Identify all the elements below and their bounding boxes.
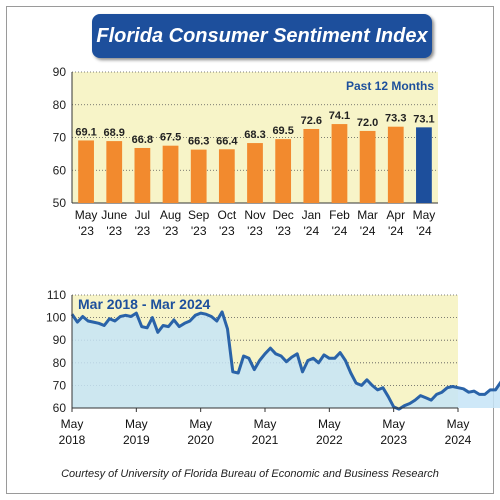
y-tick-label: 80 <box>53 98 67 112</box>
x-tick-label-year: '23 <box>78 224 94 238</box>
bar-value-label: 69.1 <box>75 126 96 138</box>
x-tick-label-month: Aug <box>160 208 181 222</box>
x-tick-label-year: '23 <box>219 224 235 238</box>
x-tick-label-year: 2022 <box>316 433 343 447</box>
x-tick-label-month: Oct <box>218 208 237 222</box>
y-tick-label: 50 <box>53 196 67 210</box>
x-tick-label-month: Apr <box>386 208 405 222</box>
source-credit: Courtesy of University of Florida Bureau… <box>61 468 439 480</box>
x-tick-label-month: Jul <box>135 208 150 222</box>
x-tick-label-month: May <box>382 417 405 431</box>
bar-value-label: 66.3 <box>188 136 209 148</box>
x-tick-label-month: May <box>75 208 98 222</box>
bar-value-label: 66.8 <box>132 134 153 146</box>
bar <box>247 143 263 203</box>
historical-area-chart: 60 70 80 90 100 110 Mar 2018 - Mar 2024 May 2018… <box>46 288 500 447</box>
x-tick-label-month: May <box>189 417 212 431</box>
chart-title: Florida Consumer Sentiment Index <box>96 24 428 47</box>
y-tick-label: 80 <box>53 356 67 370</box>
x-tick-label-month: May <box>318 417 341 431</box>
x-tick-label-year: 2020 <box>187 433 214 447</box>
y-tick-label: 60 <box>53 163 67 177</box>
bar-value-label: 69.5 <box>272 125 293 137</box>
bar <box>106 141 123 203</box>
x-tick-label-year: 2018 <box>59 433 86 447</box>
y-tick-label: 110 <box>47 288 66 302</box>
bar-value-label: 68.3 <box>244 129 265 141</box>
x-tick-label-month: Feb <box>329 208 350 222</box>
bar-value-label: 73.1 <box>413 113 434 125</box>
bar <box>190 149 207 203</box>
y-tick-label: 70 <box>53 378 67 392</box>
x-tick-label-year: '23 <box>135 224 151 238</box>
x-tick-label-year: '24 <box>360 224 376 238</box>
x-tick-label-month: May <box>254 417 277 431</box>
x-tick-label-year: 2019 <box>123 433 150 447</box>
x-tick-label-year: '24 <box>303 224 319 238</box>
x-tick-label-year: '23 <box>191 224 207 238</box>
x-tick-label-year: 2024 <box>445 433 472 447</box>
x-tick-label-month: Sep <box>188 208 210 222</box>
y-tick-label: 90 <box>53 333 67 347</box>
bar-value-label: 68.9 <box>104 127 125 139</box>
x-tick-label-month: May <box>413 208 436 222</box>
bar <box>387 126 404 203</box>
x-tick-label-month: Jan <box>302 208 321 222</box>
bar <box>218 149 235 203</box>
x-tick-label-month: May <box>447 417 470 431</box>
bar <box>359 130 376 203</box>
bar <box>416 127 432 203</box>
x-tick-label-month: Nov <box>244 208 265 222</box>
bar-value-label: 66.4 <box>216 135 238 147</box>
y-tick-label: 60 <box>53 401 67 415</box>
y-tick-label: 70 <box>53 131 67 145</box>
bar <box>162 145 179 203</box>
y-tick-label: 90 <box>53 65 67 79</box>
bar <box>275 139 292 203</box>
x-tick-label-month: May <box>61 417 84 431</box>
bar-chart-annotation: Past 12 Months <box>346 79 434 93</box>
x-tick-label-month: May <box>125 417 148 431</box>
series-line <box>70 310 500 411</box>
bar <box>78 140 94 203</box>
bar-value-label: 72.6 <box>301 115 322 127</box>
area-fill <box>72 311 500 410</box>
x-tick-label-year: '23 <box>163 224 179 238</box>
x-tick-label-month: Dec <box>272 208 293 222</box>
x-tick-label-year: '23 <box>275 224 291 238</box>
y-tick-label: 100 <box>46 311 66 325</box>
x-tick-label-month: Mar <box>357 208 378 222</box>
x-tick-label-year: '23 <box>106 224 122 238</box>
x-tick-label-year: 2023 <box>380 433 407 447</box>
monthly-bar-chart: 50 60 70 80 90 Past 12 Months 69.1 May '23 68.9 Ju… <box>53 65 438 238</box>
x-tick-label-year: '24 <box>388 224 404 238</box>
bar <box>331 124 348 203</box>
x-tick-label-year: 2021 <box>252 433 279 447</box>
bar-value-label: 73.3 <box>385 113 406 125</box>
x-tick-label-year: '24 <box>332 224 348 238</box>
title-banner: Florida Consumer Sentiment Index <box>92 14 432 58</box>
x-tick-label-year: '24 <box>416 224 432 238</box>
bar <box>303 128 320 203</box>
bar-value-label: 74.1 <box>329 110 350 122</box>
bar <box>134 147 151 203</box>
x-tick-label-year: '23 <box>247 224 263 238</box>
bar-value-label: 67.5 <box>160 132 181 144</box>
area-chart-annotation: Mar 2018 - Mar 2024 <box>78 296 211 312</box>
bar-value-label: 72.0 <box>357 117 378 129</box>
x-tick-label-month: June <box>101 208 127 222</box>
